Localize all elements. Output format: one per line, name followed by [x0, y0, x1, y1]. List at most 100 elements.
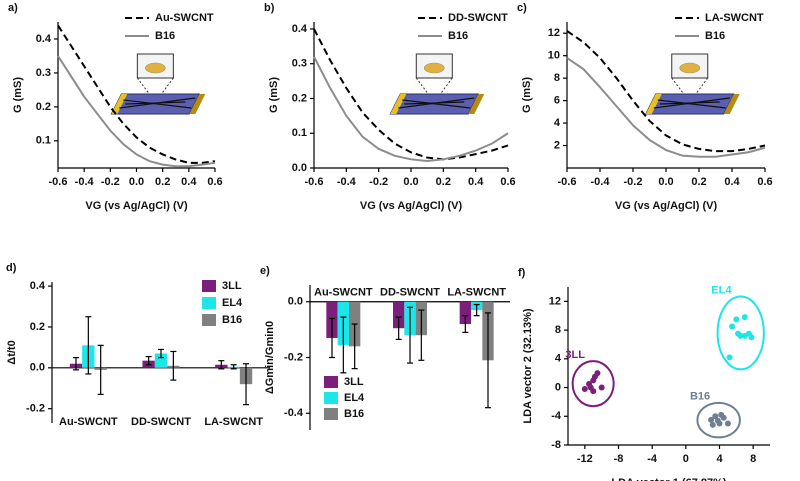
panel-label: f) — [518, 267, 526, 279]
legend-label: 3LL — [344, 376, 364, 388]
scatter-point — [598, 384, 605, 391]
x-tick-label: -8 — [614, 453, 624, 465]
y-tick-label: 4 — [554, 117, 561, 129]
scatter-point — [718, 411, 725, 418]
y-tick-label: -8 — [551, 439, 561, 451]
scatter-point — [708, 416, 715, 423]
legend-swatch — [324, 392, 338, 404]
cluster-label: EL4 — [711, 284, 732, 296]
legend-label: LA-SWCNT — [705, 12, 764, 24]
x-tick-label: -0.4 — [75, 176, 95, 188]
scatter-point — [709, 421, 716, 428]
legend-label: EL4 — [344, 392, 365, 404]
error-bar — [158, 348, 164, 359]
scatter-point — [729, 323, 736, 330]
legend-label: B16 — [448, 30, 468, 42]
legend-label: 3LL — [222, 280, 242, 292]
y-tick-label: 0.3 — [292, 58, 307, 70]
inset-illustration — [389, 53, 485, 115]
x-tick-label: 4 — [716, 453, 723, 465]
error-bar — [97, 344, 104, 395]
inset-electrode — [111, 94, 128, 114]
y-tick-label: 0.2 — [292, 92, 307, 104]
y-tick-label: 0.0 — [288, 296, 303, 308]
error-bar — [407, 306, 413, 364]
x-tick-label: -0.2 — [624, 176, 643, 188]
inset-electrode — [645, 94, 662, 114]
inset-illustration — [644, 53, 740, 115]
y-tick-label: 0.0 — [292, 162, 307, 174]
legend-label: B16 — [222, 314, 242, 326]
cluster-label: 3LL — [565, 349, 585, 361]
x-tick-label: 0.0 — [658, 176, 673, 188]
y-tick-label: -0.2 — [26, 403, 45, 415]
x-tick-label: 0.2 — [436, 176, 451, 188]
scatter-point — [741, 314, 748, 321]
cluster-ellipse — [571, 360, 615, 408]
y-axis-label: LDA vector 2 (32.13%) — [522, 308, 534, 423]
inset-electrode — [723, 94, 740, 114]
error-bar — [329, 317, 335, 359]
scatter-point — [737, 332, 744, 339]
x-tick-label: -0.6 — [558, 176, 577, 188]
panel-label: b) — [264, 2, 275, 14]
y-tick-label: 0.3 — [36, 67, 51, 79]
y-tick-label: -4 — [551, 410, 562, 422]
legend-swatch — [324, 408, 338, 420]
error-bar — [418, 309, 425, 361]
inset-electrode — [390, 94, 407, 114]
x-axis-label: VG (vs Ag/AgCl) (V) — [615, 200, 718, 212]
x-tick-label: 0.2 — [155, 176, 170, 188]
y-tick-label: 6 — [554, 95, 560, 107]
x-tick-label: -0.2 — [369, 176, 388, 188]
bar — [459, 301, 471, 325]
error-bar — [395, 316, 402, 340]
panel-label: c) — [517, 2, 527, 14]
x-tick-label: 0.4 — [468, 176, 484, 188]
panel-label: e) — [260, 265, 270, 277]
inset-guide — [136, 77, 150, 95]
bar — [393, 301, 405, 329]
line-series — [57, 55, 216, 168]
x-tick-label: -0.6 — [49, 176, 68, 188]
error-bar — [485, 312, 491, 409]
y-tick-label: 0 — [555, 381, 561, 393]
inset-particle — [145, 62, 166, 74]
inset-nanotubes — [119, 97, 196, 109]
error-bar — [243, 363, 250, 406]
x-tick-label: -4 — [647, 453, 658, 465]
y-axis-label: G (mS) — [12, 77, 24, 113]
y-axis-label: ΔGmin/Gmin0 — [264, 321, 276, 394]
y-tick-label: 10 — [548, 50, 560, 62]
y-tick-label: 12 — [548, 27, 560, 39]
inset-guide — [160, 77, 174, 95]
x-tick-label: 0.6 — [500, 176, 515, 188]
x-tick-label: 0.6 — [207, 176, 222, 188]
x-tick-label: 0.0 — [403, 176, 418, 188]
y-tick-label: 0.4 — [36, 33, 52, 45]
legend-label: EL4 — [222, 297, 243, 309]
error-bar — [340, 316, 347, 374]
inset-guide — [671, 77, 685, 95]
y-tick-label: 4 — [555, 353, 562, 365]
error-bar — [170, 350, 177, 381]
y-tick-label: 0.4 — [292, 23, 308, 35]
x-tick-label: 0.6 — [757, 176, 772, 188]
legend-swatch — [202, 314, 216, 326]
y-tick-label: -0.4 — [284, 407, 304, 419]
legend-label: B16 — [155, 30, 175, 42]
legend-swatch — [202, 280, 216, 292]
x-tick-label: 0 — [683, 453, 689, 465]
category-label: DD-SWCNT — [131, 416, 191, 428]
legend-label: DD-SWCNT — [448, 12, 508, 24]
x-tick-label: -0.2 — [101, 176, 120, 188]
inset-particle — [423, 62, 445, 74]
scatter-point — [724, 420, 731, 427]
x-tick-label: 0.2 — [691, 176, 706, 188]
scatter-point — [714, 417, 721, 424]
x-axis-label: LDA vector 1 (67.87%) — [611, 477, 726, 481]
error-bar — [85, 316, 92, 375]
x-axis-label: VG (vs Ag/AgCl) (V) — [85, 200, 188, 212]
legend-label: B16 — [344, 408, 364, 420]
